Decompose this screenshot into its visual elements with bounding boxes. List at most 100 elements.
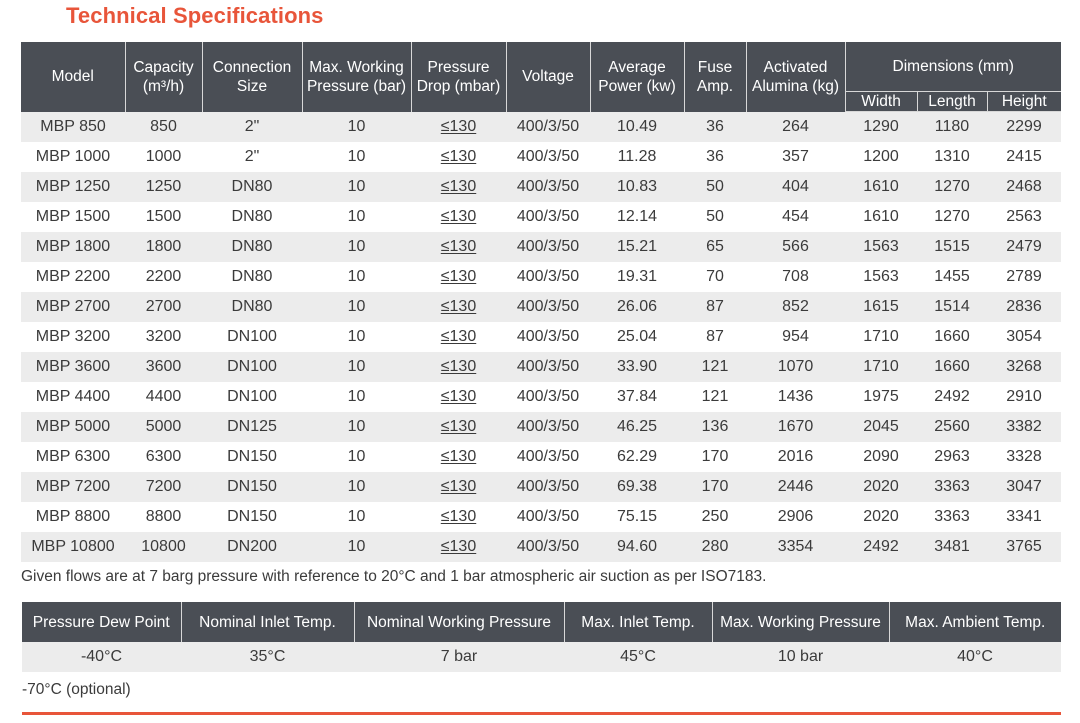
cell-width: 1610 [845,202,917,232]
cell-model: MBP 3600 [21,352,125,382]
cell-connection-size: DN80 [202,262,302,292]
cell-length: 1310 [917,142,987,172]
table-row: MBP 10800 10800 DN200 10 ≤130 400/3/50 94.60 28… [21,532,1062,562]
conditions-header-row: Pressure Dew Point Nominal Inlet Temp. N… [22,602,1061,642]
cell-height: 2836 [987,292,1062,322]
value-max-ambient-temp: 40°C [889,642,1061,672]
cell-capacity: 1800 [125,232,202,262]
cell-average-power: 75.15 [590,502,684,532]
cell-connection-size: DN100 [202,352,302,382]
cell-fuse-amp: 121 [684,382,746,412]
cell-fuse-amp: 121 [684,352,746,382]
header-width: Width [845,91,918,112]
cell-max-working-pressure: 10 [302,202,411,232]
cell-activated-alumina: 264 [746,111,845,142]
cell-voltage: 400/3/50 [506,292,590,322]
cell-voltage: 400/3/50 [506,142,590,172]
cell-length: 3363 [917,472,987,502]
cell-connection-size: DN150 [202,472,302,502]
cell-max-working-pressure: 10 [302,172,411,202]
spec-subheader-row: Width Length Height [21,91,1062,112]
cell-height: 2468 [987,172,1062,202]
cell-average-power: 15.21 [590,232,684,262]
cell-voltage: 400/3/50 [506,172,590,202]
cell-connection-size: DN80 [202,172,302,202]
table-row: MBP 7200 7200 DN150 10 ≤130 400/3/50 69.38 170 2… [21,472,1062,502]
cell-average-power: 25.04 [590,322,684,352]
cell-voltage: 400/3/50 [506,382,590,412]
value-nominal-inlet-temp: 35°C [181,642,354,672]
header-dimensions: Dimensions (mm) [845,42,1062,92]
cell-model: MBP 2200 [21,262,125,292]
spec-table-body: MBP 850 850 2" 10 ≤130 400/3/50 10.49 36 264 1290… [21,111,1062,562]
cell-pressure-drop: ≤130 [411,202,506,232]
cell-pressure-drop: ≤130 [411,172,506,202]
cell-length: 3363 [917,502,987,532]
cell-width: 2090 [845,442,917,472]
cell-height: 3268 [987,352,1062,382]
spec-header-row: Model Capacity (m³/h) Connection Size Ma… [21,42,1062,112]
header-fuse-amp: Fuse Amp. [684,42,747,112]
cell-length: 1270 [917,202,987,232]
cell-width: 1615 [845,292,917,322]
cell-capacity: 5000 [125,412,202,442]
header-average-power: Average Power (kw) [590,42,685,112]
cell-average-power: 19.31 [590,262,684,292]
cell-fuse-amp: 36 [684,142,746,172]
cell-model: MBP 1250 [21,172,125,202]
cell-length: 1455 [917,262,987,292]
cell-pressure-drop: ≤130 [411,412,506,442]
cell-width: 1563 [845,232,917,262]
value-max-inlet-temp: 45°C [564,642,712,672]
cell-length: 1180 [917,111,987,142]
cell-pressure-drop: ≤130 [411,382,506,412]
cell-average-power: 69.38 [590,472,684,502]
cell-height: 3054 [987,322,1062,352]
cell-max-working-pressure: 10 [302,472,411,502]
cell-width: 1563 [845,262,917,292]
table-row: MBP 5000 5000 DN125 10 ≤130 400/3/50 46.25 136 1… [21,412,1062,442]
cell-length: 3481 [917,532,987,562]
cell-capacity: 8800 [125,502,202,532]
cell-pressure-drop: ≤130 [411,111,506,142]
cell-height: 3382 [987,412,1062,442]
flow-note: Given flows are at 7 barg pressure with … [21,568,767,585]
table-row: MBP 6300 6300 DN150 10 ≤130 400/3/50 62.29 170 2… [21,442,1062,472]
cell-height: 2299 [987,111,1062,142]
header-voltage: Voltage [506,42,591,112]
cell-width: 2492 [845,532,917,562]
header-activated-alumina: Activated Alumina (kg) [746,42,846,112]
table-row: MBP 850 850 2" 10 ≤130 400/3/50 10.49 36 264 1290… [21,111,1062,142]
cell-connection-size: 2" [202,111,302,142]
cell-pressure-drop: ≤130 [411,352,506,382]
cell-average-power: 10.83 [590,172,684,202]
cell-model: MBP 1000 [21,142,125,172]
cell-fuse-amp: 170 [684,472,746,502]
cell-height: 3341 [987,502,1062,532]
value-pressure-dew-point: -40°C [22,642,181,672]
cell-capacity: 850 [125,111,202,142]
cell-fuse-amp: 87 [684,322,746,352]
cell-height: 3047 [987,472,1062,502]
cell-height: 3328 [987,442,1062,472]
cell-max-working-pressure: 10 [302,292,411,322]
cell-activated-alumina: 1436 [746,382,845,412]
optional-dew-point-note: -70°C (optional) [22,681,131,698]
cell-activated-alumina: 357 [746,142,845,172]
cell-pressure-drop: ≤130 [411,322,506,352]
cell-model: MBP 7200 [21,472,125,502]
cell-width: 2045 [845,412,917,442]
table-row: MBP 8800 8800 DN150 10 ≤130 400/3/50 75.15 250 2… [21,502,1062,532]
cell-length: 1515 [917,232,987,262]
cell-voltage: 400/3/50 [506,412,590,442]
page-title: Technical Specifications [66,3,324,28]
cell-connection-size: DN100 [202,382,302,412]
cell-max-working-pressure: 10 [302,412,411,442]
value-nominal-working-pressure: 7 bar [354,642,564,672]
cell-capacity: 4400 [125,382,202,412]
cell-voltage: 400/3/50 [506,532,590,562]
cell-width: 1710 [845,352,917,382]
cell-average-power: 94.60 [590,532,684,562]
cell-capacity: 1000 [125,142,202,172]
cell-voltage: 400/3/50 [506,352,590,382]
